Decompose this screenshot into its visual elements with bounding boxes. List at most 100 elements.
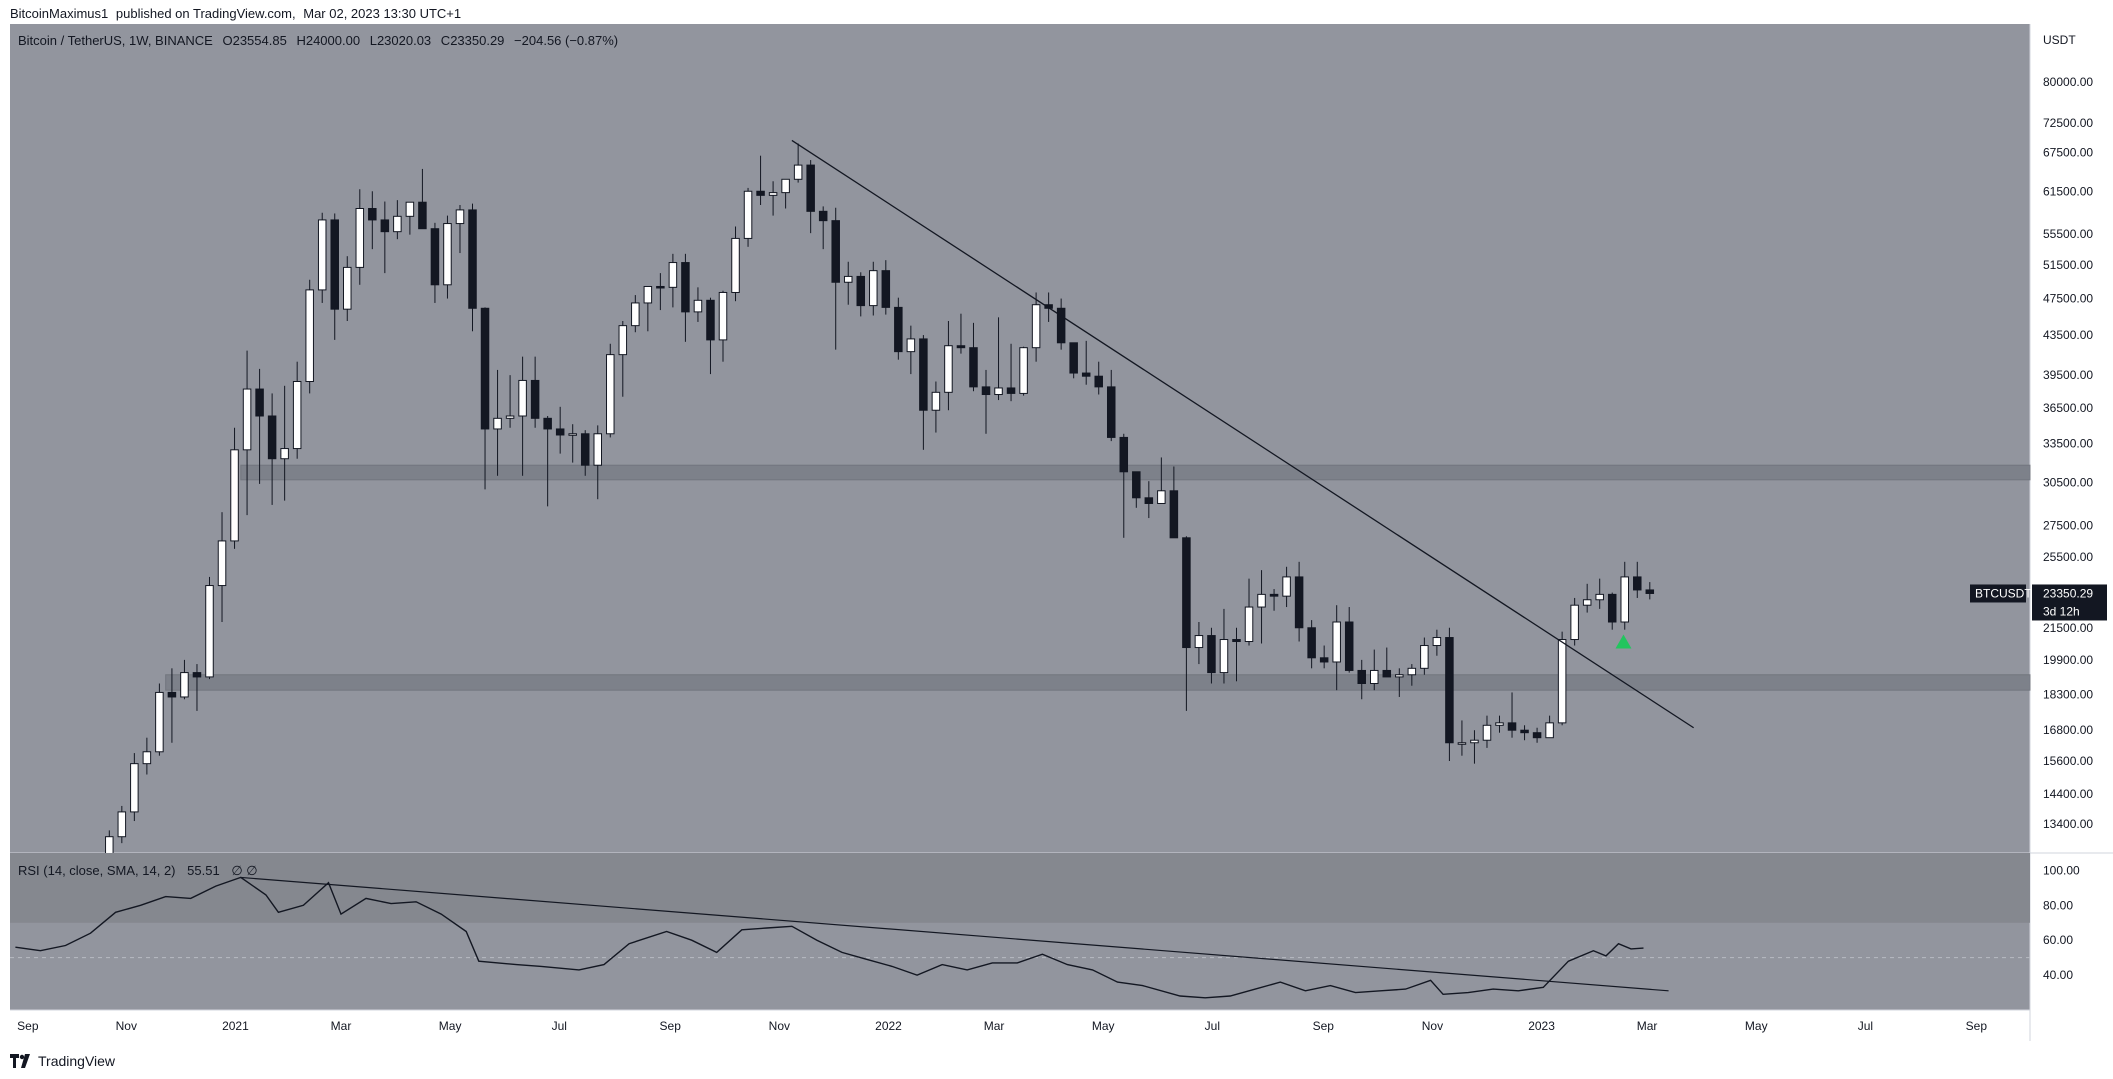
candle xyxy=(643,285,653,332)
candle xyxy=(1520,725,1529,741)
candle xyxy=(606,343,615,438)
candle xyxy=(205,576,214,680)
time-tick-label: 2022 xyxy=(875,1019,902,1033)
candle xyxy=(1370,649,1379,691)
symbol-legend[interactable]: Bitcoin / TetherUS, 1W, BINANCE O23554.8… xyxy=(18,33,618,48)
candle xyxy=(380,201,390,274)
candle xyxy=(831,207,840,350)
candle xyxy=(1319,645,1329,669)
candle xyxy=(393,200,402,240)
rsi-label: RSI (14, close, SMA, 14, 2) xyxy=(18,863,176,878)
time-tick-label: Sep xyxy=(17,1019,39,1033)
ohlc-change: −204.56 (−0.87%) xyxy=(514,33,619,48)
candle xyxy=(956,313,966,354)
candle-body xyxy=(205,585,214,678)
candle-body xyxy=(530,379,540,419)
candle xyxy=(1106,369,1116,442)
rsi-extra: ∅ ∅ xyxy=(231,863,258,878)
price-tick-label: 36500.00 xyxy=(2043,401,2093,415)
candle-body xyxy=(1470,739,1479,744)
candle-body xyxy=(255,388,264,417)
ticker-badge-label: BTCUSDT xyxy=(1975,586,2032,600)
candle-body xyxy=(230,449,239,542)
time-tick-label: Mar xyxy=(1637,1019,1658,1033)
candle-body xyxy=(668,262,678,288)
candle-body xyxy=(1194,635,1204,649)
candle-body xyxy=(593,433,603,466)
candle xyxy=(1056,298,1066,350)
ohlc-low: L23020.03 xyxy=(369,33,432,48)
price-tick-label: 51500.00 xyxy=(2043,258,2093,272)
candle xyxy=(818,206,828,250)
candle xyxy=(455,205,465,254)
candle xyxy=(919,335,928,450)
candle xyxy=(1357,659,1366,700)
candle-body xyxy=(292,381,302,450)
candle-body xyxy=(1069,342,1078,374)
candle-body xyxy=(1244,606,1254,643)
footer-brand[interactable]: TradingView xyxy=(10,1053,115,1069)
price-tick-label: 18300.00 xyxy=(2043,688,2093,702)
candle xyxy=(1282,566,1291,608)
candle-body xyxy=(1620,576,1630,623)
candle-body xyxy=(1132,471,1141,499)
candle xyxy=(843,261,853,305)
ticker-badge xyxy=(1970,584,2026,603)
candle-body xyxy=(1257,593,1266,608)
rsi-trendline xyxy=(240,876,1669,992)
publisher-name[interactable]: BitcoinMaximus1 xyxy=(10,6,109,21)
candle-body xyxy=(1219,639,1229,674)
candle-body xyxy=(1269,593,1279,597)
candle-body xyxy=(869,270,878,307)
ohlc-high: H24000.00 xyxy=(296,33,361,48)
candle-body xyxy=(969,347,978,388)
candle xyxy=(693,287,703,322)
candle-body xyxy=(142,751,152,765)
candle-body xyxy=(355,208,365,268)
candle-body xyxy=(317,219,327,291)
candle xyxy=(1194,622,1204,665)
candle xyxy=(1019,346,1028,396)
candle xyxy=(468,203,477,332)
candle xyxy=(1557,631,1567,726)
candle xyxy=(355,189,365,285)
candle xyxy=(1532,727,1542,743)
candle xyxy=(668,253,678,308)
candle xyxy=(230,427,239,549)
candle xyxy=(1344,607,1354,673)
candle-body xyxy=(267,415,277,460)
rsi-tick-label: 40.00 xyxy=(2043,968,2073,982)
ohlc-open: O23554.85 xyxy=(222,33,287,48)
candle-body xyxy=(818,210,828,222)
candle-body xyxy=(681,262,690,313)
tradingview-logo-icon xyxy=(10,1054,30,1068)
candle xyxy=(1269,589,1279,611)
candle xyxy=(1119,433,1129,538)
candle-body xyxy=(631,302,640,327)
price-tick-label: 27500.00 xyxy=(2043,519,2093,533)
candle-body xyxy=(793,164,803,180)
candle-body xyxy=(418,201,427,230)
candle-body xyxy=(343,266,352,310)
time-tick-label: Sep xyxy=(1313,1019,1335,1033)
candle xyxy=(781,178,790,209)
rsi-legend[interactable]: RSI (14, close, SMA, 14, 2) 55.51 ∅ ∅ xyxy=(18,863,258,879)
time-tick-label: Mar xyxy=(984,1019,1005,1033)
price-tick-label: 67500.00 xyxy=(2043,146,2093,160)
candle-body xyxy=(393,215,402,233)
candle-body xyxy=(856,275,866,307)
candle xyxy=(1382,647,1392,678)
candle-body xyxy=(843,275,853,283)
candle-body xyxy=(1482,724,1492,741)
candle xyxy=(543,415,552,507)
price-pane xyxy=(10,24,2030,853)
candle xyxy=(305,279,314,394)
candle xyxy=(806,160,815,234)
candle-body xyxy=(1144,497,1154,504)
candle xyxy=(1207,627,1216,684)
candle xyxy=(155,683,164,756)
candle xyxy=(242,350,252,516)
candle xyxy=(706,297,715,375)
candle xyxy=(1633,561,1642,598)
